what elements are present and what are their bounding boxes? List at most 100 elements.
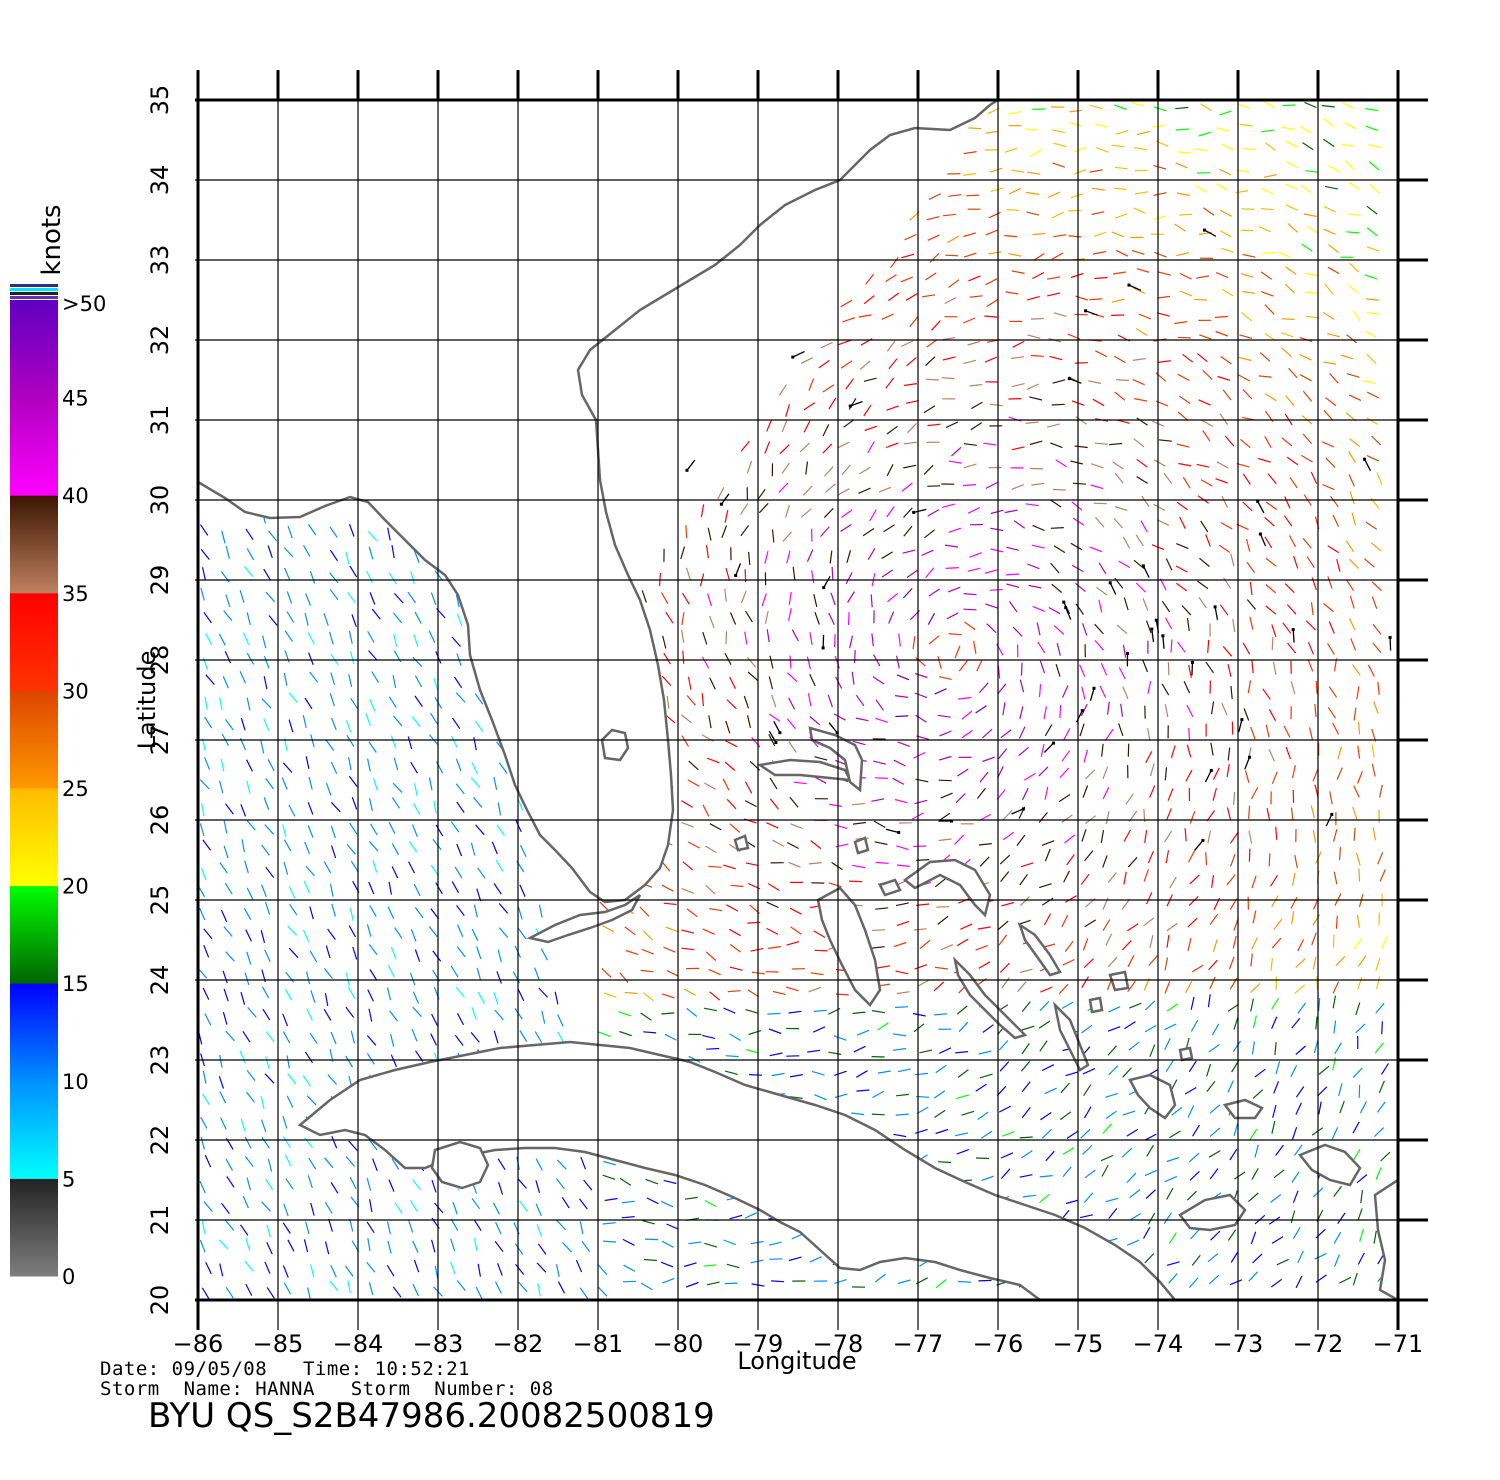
wind-barb: [541, 1010, 546, 1024]
wind-barb: [1295, 958, 1306, 968]
wind-barb: [1281, 318, 1295, 320]
wind-barb: [414, 695, 423, 707]
wind-barb: [892, 777, 905, 785]
wind-barb: [246, 759, 253, 772]
wind-barb: [432, 950, 442, 962]
wind-barb: [386, 1221, 391, 1235]
wind-barb: [1112, 271, 1126, 275]
wind-barb: [978, 1050, 992, 1055]
wind-barb: [1065, 1071, 1079, 1077]
wind-barb: [1372, 642, 1382, 654]
wind-barb: [430, 592, 437, 606]
wind-barb: [204, 1154, 212, 1168]
wind-barb: [200, 1136, 205, 1150]
wind-barb: [1176, 252, 1190, 257]
wind-barb: [913, 1023, 925, 1033]
wind-barb: [885, 442, 899, 449]
wind-barb: [1349, 491, 1355, 505]
wind-barb: [304, 1051, 314, 1064]
wind-barb: [1175, 582, 1188, 592]
wind-barb: [1287, 642, 1297, 654]
wind-barb: [1189, 1170, 1200, 1181]
wind-barb: [662, 635, 667, 649]
wind-barb: [982, 1024, 994, 1033]
cay-2: [733, 834, 750, 852]
wind-barb: [806, 549, 814, 562]
wind-barb: [810, 972, 824, 976]
wind-barb: [283, 1203, 289, 1217]
wind-barb: [265, 1031, 275, 1043]
acklins-island: [1128, 1073, 1177, 1120]
wind-barb: [1011, 356, 1025, 360]
wind-barb: [1001, 977, 1010, 989]
colorbar-band: [10, 495, 58, 594]
wind-barb: [703, 1007, 718, 1012]
wind-barb: [244, 1156, 254, 1168]
wind-barb: [413, 1259, 420, 1273]
wind-barb: [862, 528, 875, 537]
wind-barb: [1179, 272, 1192, 280]
wind-barb: [454, 866, 463, 879]
wind-barb: [1186, 704, 1194, 717]
wind-barb: [449, 1261, 456, 1275]
wind-barb: [705, 884, 716, 895]
wind-barb: [1053, 625, 1065, 635]
wind-barb: [330, 1181, 339, 1194]
abaco: [808, 726, 864, 793]
wind-barb: [1291, 911, 1295, 924]
wind-barb: [1170, 639, 1173, 653]
wind-barb: [660, 1200, 674, 1208]
wind-barb: [660, 1261, 674, 1268]
wind-barb: [680, 546, 686, 560]
wind-barb: [390, 735, 397, 749]
wind-barb: [1302, 433, 1313, 444]
wind-barb: [284, 1154, 292, 1167]
wind-barb: [1044, 786, 1049, 800]
wind-barb: [518, 928, 527, 940]
wind-barb: [1207, 830, 1211, 844]
wind-barb: [789, 796, 799, 808]
wind-barb: [1043, 913, 1052, 926]
wind-barb: [683, 988, 696, 996]
wind-barb: [1344, 122, 1357, 130]
cay-3: [1108, 970, 1130, 992]
wind-barb: [661, 993, 675, 999]
wind-barb: [1107, 1045, 1117, 1056]
wind-barb: [642, 1219, 655, 1225]
wind-barb: [642, 930, 654, 941]
wind-barb: [978, 961, 991, 969]
wind-barb: [242, 1030, 251, 1043]
wind-barb: [246, 652, 255, 665]
wind-barb: [1115, 249, 1129, 257]
wind-barb: [1169, 876, 1177, 889]
wind-barb: [287, 1239, 295, 1252]
wind-barb: [367, 989, 374, 1002]
wind-barb: [1019, 679, 1025, 693]
wind-barb: [1070, 542, 1083, 551]
wind-barb: [1122, 536, 1131, 549]
colorbar-band: [10, 1080, 58, 1179]
wind-barb: [681, 800, 693, 808]
wind-barb: [1333, 871, 1338, 885]
rain-flag-marker: [1064, 606, 1068, 610]
wind-barb: [1271, 624, 1277, 638]
wind-barb: [664, 1033, 677, 1041]
wind-barb: [881, 551, 894, 560]
wind-barb: [1118, 560, 1131, 569]
wind-barb: [1310, 805, 1315, 819]
wind-barb: [412, 1006, 422, 1018]
wind-barb: [886, 405, 899, 411]
wind-barb: [1219, 604, 1229, 616]
wind-barb: [1094, 623, 1104, 635]
wind-barb: [948, 279, 960, 288]
wind-barb: [388, 572, 397, 585]
wind-barb: [985, 130, 999, 134]
wind-barb: [1271, 771, 1278, 784]
wind-barb: [203, 1201, 213, 1212]
wind-barb: [990, 527, 1004, 532]
lat-tick-label: 34: [146, 165, 174, 196]
wind-barb: [225, 1158, 234, 1171]
lon-tick-label: −76: [973, 1330, 1024, 1358]
wind-barb: [988, 251, 1002, 255]
